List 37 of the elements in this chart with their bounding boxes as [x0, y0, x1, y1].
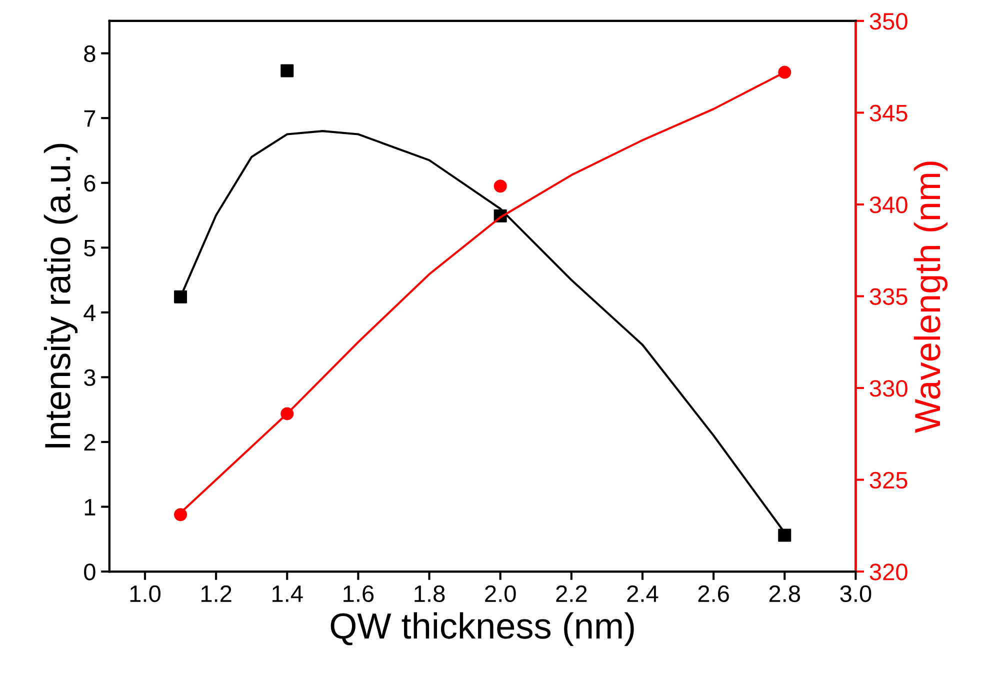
- y2-axis-title: Wavelength (nm): [914, 162, 948, 433]
- y-tick-label: 4: [84, 304, 96, 321]
- point: [280, 407, 294, 420]
- y-tick-label: 2: [84, 434, 96, 451]
- point: [280, 64, 294, 78]
- y2-tick-label: 345: [870, 104, 908, 122]
- x-tick-label: 2.8: [769, 585, 800, 602]
- y2-tick-label: 340: [870, 196, 908, 214]
- x-tick-label: 2.6: [698, 585, 729, 602]
- point: [778, 528, 792, 542]
- point: [174, 290, 188, 304]
- x-tick-label: 3.0: [840, 585, 872, 602]
- y2-tick-label: 325: [870, 472, 908, 489]
- x-tick-label: 1.8: [414, 585, 445, 602]
- y-tick-label: 7: [84, 110, 96, 127]
- x-tick-label: 2.2: [556, 585, 587, 602]
- y-axis-title: Intensity ratio (a.u.): [44, 144, 78, 448]
- x-tick-label: 1.0: [130, 585, 160, 602]
- x-tick-label: 1.6: [344, 585, 374, 602]
- y-tick-label: 6: [84, 174, 96, 192]
- x-axis-title: QW thickness (nm): [330, 612, 634, 646]
- y-tick-label: 0: [84, 564, 96, 580]
- y-tick-label: 3: [84, 369, 96, 386]
- x-tick-label: 1.4: [272, 586, 303, 602]
- x-tick-label: 2.4: [627, 585, 658, 602]
- y2-tick-label: 320: [870, 564, 908, 580]
- y-tick-label: 1: [84, 499, 96, 516]
- point: [778, 66, 792, 79]
- x-tick-label: 1.2: [201, 585, 232, 602]
- y-tick-label: 5: [84, 240, 96, 256]
- y-tick-label: 8: [84, 45, 96, 62]
- y2-tick-label: 350: [870, 12, 908, 30]
- point: [174, 508, 188, 522]
- y2-tick-label: 330: [870, 380, 908, 397]
- x-tick-label: 2.0: [485, 585, 516, 602]
- y2-tick-label: 335: [870, 288, 908, 306]
- point: [494, 180, 507, 193]
